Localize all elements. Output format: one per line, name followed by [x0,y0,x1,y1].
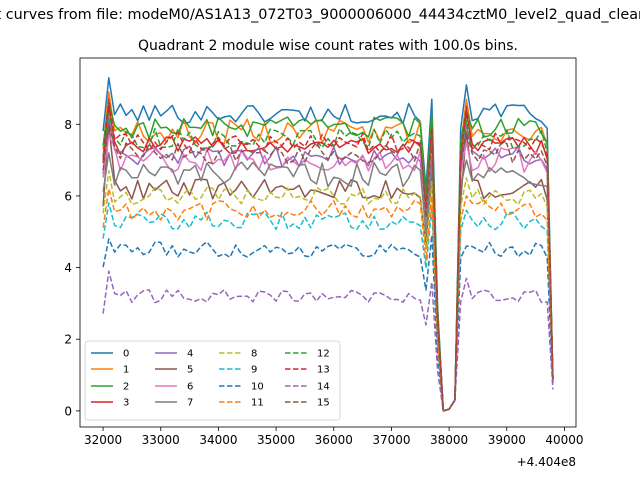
legend-label: 1 [123,365,129,376]
y-tick-label: 0 [64,404,72,418]
x-tick-label: 33000 [142,433,180,447]
legend-label: 12 [317,349,330,360]
x-tick-label: 39000 [488,433,526,447]
series-line-11 [102,188,554,412]
x-tick-label: 32000 [84,433,122,447]
legend-label: 13 [317,365,330,376]
series-line-4 [102,116,554,412]
series-line-1 [102,91,554,412]
series-line-12 [102,112,554,412]
x-axis-offset-label: +4.404e8 [517,455,576,469]
series-line-13 [102,98,554,412]
series-line-6 [102,134,554,412]
x-tick-label: 38000 [430,433,468,447]
legend-label: 7 [187,398,193,409]
y-tick-label: 8 [64,118,72,132]
legend-label: 10 [251,382,264,393]
plot-area: 32000 33000 34000 35000 36000 37000 38000 39000… [64,57,584,469]
series-line-9 [102,202,554,412]
series-line-8 [102,170,554,412]
series-layer [102,76,554,412]
series-line-7 [102,152,554,412]
legend-label: 2 [123,382,129,393]
legend-label: 8 [251,349,257,360]
series-line-14 [102,270,554,412]
x-tick-label: 34000 [199,433,237,447]
legend-label: 15 [317,398,330,409]
x-axis: 32000 33000 34000 35000 36000 37000 38000 39000… [84,427,584,447]
legend-label: 6 [187,382,193,393]
legend-label: 14 [317,382,330,393]
legend-label: 5 [187,365,193,376]
legend-label: 3 [123,398,129,409]
series-line-3 [102,105,554,412]
axes-frame [79,57,577,428]
y-axis: 0 2 4 6 8 [64,118,80,418]
series-line-10 [102,234,554,412]
legend-label: 11 [251,398,264,409]
series-line-5 [102,123,554,412]
legend-box [84,340,341,421]
y-tick-label: 6 [64,189,72,203]
x-tick-label: 37000 [372,433,410,447]
y-tick-label: 2 [64,333,72,347]
legend-label: 4 [187,349,193,360]
x-tick-label: 40000 [545,433,583,447]
legend-label: 9 [251,365,257,376]
series-line-15 [102,123,554,412]
legend-label: 0 [123,349,129,360]
y-tick-label: 4 [64,261,72,275]
chart-title: Quadrant 2 module wise count rates with … [138,38,518,54]
x-tick-label: 35000 [257,433,295,447]
figure-suptitle: Light curves from file: modeM0/AS1A13_07… [0,7,640,23]
x-tick-label: 36000 [315,433,353,447]
